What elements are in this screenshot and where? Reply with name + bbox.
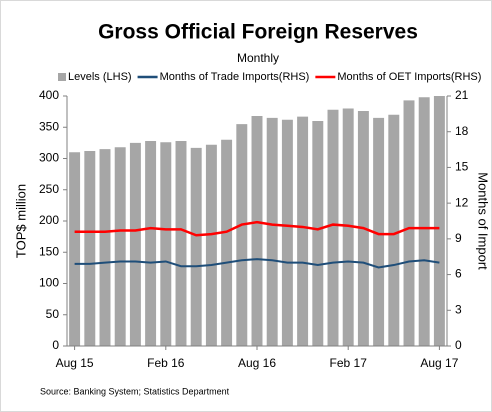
bar: [69, 152, 81, 346]
bar: [251, 116, 263, 346]
bar: [266, 117, 278, 346]
bar: [205, 144, 217, 346]
y-tick-label: 100: [39, 276, 59, 290]
x-tick-label: Aug 16: [238, 356, 276, 370]
bar: [84, 151, 96, 346]
line-series: [74, 258, 440, 269]
bar: [342, 108, 354, 346]
chart-title: Gross Official Foreign Reserves: [98, 21, 418, 44]
bar: [190, 147, 202, 346]
y-tick-label: 350: [39, 119, 59, 133]
line-series: [74, 220, 440, 237]
bar: [281, 119, 293, 346]
y2-tick-label: 21: [455, 88, 469, 102]
y2-tick-label: 6: [455, 267, 462, 281]
source-note: Source: Banking System; Statistics Depar…: [40, 386, 230, 396]
x-tick-label: Feb 17: [330, 356, 368, 370]
legend-swatch: [58, 73, 66, 81]
bar: [236, 124, 248, 346]
x-tick-label: Aug 17: [420, 356, 458, 370]
y2-tick-label: 3: [455, 302, 462, 316]
bar: [114, 147, 126, 346]
bar: [175, 141, 187, 346]
bar: [160, 142, 172, 346]
bar: [433, 96, 445, 346]
legend-label: Months of OET Imports(RHS): [337, 71, 481, 83]
bar: [418, 97, 430, 346]
y2-tick-label: 18: [455, 124, 469, 138]
bar: [373, 117, 385, 346]
bar: [403, 100, 415, 346]
y2-axis-label: Months of Import: [476, 172, 491, 270]
bar: [99, 149, 111, 346]
bar: [312, 121, 324, 346]
y-tick-label: 250: [39, 182, 59, 196]
x-tick-label: Feb 16: [147, 356, 185, 370]
y2-tick-label: 12: [455, 195, 469, 209]
y2-tick-label: 0: [455, 338, 462, 352]
y-tick-label: 0: [52, 338, 59, 352]
bar: [129, 142, 141, 346]
y2-tick-label: 15: [455, 160, 469, 174]
y-tick-label: 50: [46, 307, 60, 321]
y-axis-label: TOP$ million: [13, 184, 28, 258]
y-tick-label: 300: [39, 151, 59, 165]
bar: [145, 141, 157, 346]
bar: [297, 116, 309, 346]
bar: [221, 139, 233, 346]
x-tick-label: Aug 15: [56, 356, 94, 370]
y-tick-label: 400: [39, 88, 59, 102]
y2-tick-label: 9: [455, 231, 462, 245]
bar: [327, 109, 339, 346]
chart-subtitle: Monthly: [237, 51, 279, 65]
legend-label: Levels (LHS): [68, 71, 132, 83]
y-tick-label: 150: [39, 244, 59, 258]
bar: [388, 114, 400, 346]
y-tick-label: 200: [39, 213, 59, 227]
legend-label: Months of Trade Imports(RHS): [160, 71, 310, 83]
